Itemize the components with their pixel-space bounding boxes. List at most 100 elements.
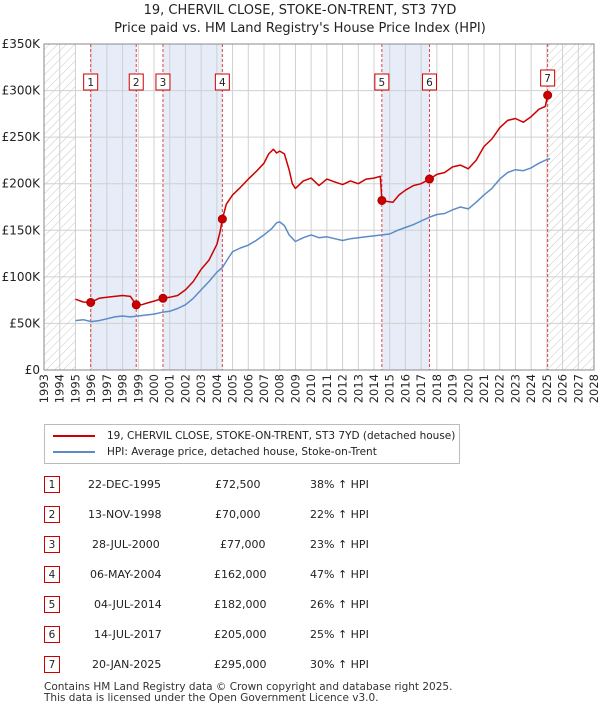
sale-marker: 7 bbox=[540, 69, 556, 87]
x-tick-label: 2019 bbox=[446, 374, 460, 403]
x-tick-label: 2010 bbox=[304, 374, 318, 403]
price-chart: 1 2 3 4 5 6 7 £0 £50K £100K £150K £200K £250K £300K £… bbox=[2, 37, 600, 403]
sale-marker-box bbox=[83, 73, 99, 91]
sale-marker: 6 bbox=[421, 73, 437, 91]
sale-date: 04-JUL-2014 bbox=[94, 598, 162, 611]
legend-label-property: 19, CHERVIL CLOSE, STOKE-ON-TRENT, ST3 7… bbox=[107, 430, 456, 442]
shaded-period bbox=[162, 44, 223, 370]
sale-hpi: 38% ↑ HPI bbox=[310, 478, 369, 491]
x-tick-label: 1999 bbox=[131, 374, 145, 403]
sale-number-badge: 1 bbox=[44, 476, 60, 493]
y-tick-label: £200K bbox=[2, 177, 42, 191]
y-tick-label: £150K bbox=[2, 223, 42, 237]
sale-hpi: 47% ↑ HPI bbox=[310, 568, 369, 581]
y-tick-label: £300K bbox=[2, 84, 42, 98]
sale-price: £77,000 bbox=[220, 538, 266, 551]
sale-date: 14-JUL-2017 bbox=[94, 628, 162, 641]
x-tick-label: 1996 bbox=[84, 374, 98, 403]
chart-subtitle: Price paid vs. HM Land Registry's House … bbox=[114, 21, 486, 36]
sale-number-badge: 7 bbox=[44, 656, 60, 673]
x-tick-label: 2000 bbox=[147, 374, 161, 403]
x-tick-label: 2024 bbox=[524, 374, 538, 403]
sale-date: 20-JAN-2025 bbox=[92, 658, 162, 671]
sale-point bbox=[158, 293, 168, 303]
sale-marker-box bbox=[540, 69, 556, 87]
sale-hpi: 30% ↑ HPI bbox=[310, 658, 369, 671]
sale-hpi: 23% ↑ HPI bbox=[310, 538, 369, 551]
hatched-region bbox=[547, 44, 594, 370]
sale-marker: 3 bbox=[155, 73, 171, 91]
x-tick-label: 2022 bbox=[493, 374, 507, 403]
sale-price: £72,500 bbox=[215, 478, 261, 491]
sale-number-badge: 6 bbox=[44, 626, 60, 643]
sale-point bbox=[377, 195, 387, 205]
sale-date: 13-NOV-1998 bbox=[88, 508, 162, 521]
x-tick-label: 2014 bbox=[367, 374, 381, 403]
sale-hpi: 25% ↑ HPI bbox=[310, 628, 369, 641]
y-tick-label: £0 bbox=[25, 363, 40, 377]
sale-price: £205,000 bbox=[214, 628, 267, 641]
series-line-hpi bbox=[75, 157, 551, 323]
sale-marker-label: 3 bbox=[160, 77, 167, 89]
table-row: 3 28-JUL-2000 £77,000 23% ↑ HPI bbox=[40, 530, 460, 560]
sale-marker: 2 bbox=[128, 73, 144, 91]
sale-marker-box bbox=[421, 73, 437, 91]
x-tick-label: 2023 bbox=[508, 374, 522, 403]
x-tick-label: 1994 bbox=[53, 374, 67, 403]
sale-marker-box bbox=[155, 73, 171, 91]
sale-marker-box bbox=[374, 73, 390, 91]
sale-marker-box bbox=[214, 73, 230, 91]
sale-hpi: 22% ↑ HPI bbox=[310, 508, 369, 521]
sale-point bbox=[86, 297, 96, 307]
table-row: 4 06-MAY-2004 £162,000 47% ↑ HPI bbox=[40, 560, 460, 590]
x-tick-label: 2003 bbox=[194, 374, 208, 403]
footer-line-licence: This data is licensed under the Open Gov… bbox=[44, 692, 379, 704]
x-tick-label: 2015 bbox=[383, 374, 397, 403]
sale-number-badge: 5 bbox=[44, 596, 60, 613]
y-tick-label: £100K bbox=[2, 270, 42, 284]
sale-marker: 4 bbox=[214, 73, 230, 91]
x-tick-label: 2020 bbox=[461, 374, 475, 403]
x-tick-label: 2021 bbox=[477, 374, 491, 403]
sale-price: £295,000 bbox=[214, 658, 267, 671]
sale-marker-label: 4 bbox=[219, 77, 226, 89]
sale-marker-box bbox=[128, 73, 144, 91]
x-tick-label: 2006 bbox=[241, 374, 255, 403]
y-tick-label: £50K bbox=[9, 316, 41, 330]
x-tick-label: 2012 bbox=[336, 374, 350, 403]
sale-marker: 5 bbox=[374, 73, 390, 91]
x-tick-label: 2001 bbox=[163, 374, 177, 403]
table-row: 6 14-JUL-2017 £205,000 25% ↑ HPI bbox=[40, 620, 460, 650]
footer-attribution: Contains HM Land Registry data © Crown c… bbox=[44, 682, 452, 704]
x-tick-label: 2002 bbox=[178, 374, 192, 403]
sale-point bbox=[131, 300, 141, 310]
x-tick-label: 2005 bbox=[226, 374, 240, 403]
sale-marker-label: 5 bbox=[379, 77, 386, 89]
x-tick-label: 2017 bbox=[414, 374, 428, 403]
x-tick-label: 2009 bbox=[288, 374, 302, 403]
x-tick-label: 1995 bbox=[68, 374, 82, 403]
shaded-period bbox=[90, 44, 137, 370]
sale-hpi: 26% ↑ HPI bbox=[310, 598, 369, 611]
sale-price: £182,000 bbox=[214, 598, 267, 611]
sale-point bbox=[217, 214, 227, 224]
legend-item-property: 19, CHERVIL CLOSE, STOKE-ON-TRENT, ST3 7… bbox=[53, 428, 455, 444]
table-row: 2 13-NOV-1998 £70,000 22% ↑ HPI bbox=[40, 500, 460, 530]
x-tick-label: 2004 bbox=[210, 374, 224, 403]
sale-number-badge: 2 bbox=[44, 506, 60, 523]
plot-frame bbox=[43, 43, 595, 371]
sale-marker: 1 bbox=[83, 73, 99, 91]
table-row: 1 22-DEC-1995 £72,500 38% ↑ HPI bbox=[40, 470, 460, 500]
x-tick-label: 2027 bbox=[571, 374, 585, 403]
chart-title: 19, CHERVIL CLOSE, STOKE-ON-TRENT, ST3 7… bbox=[143, 3, 457, 18]
sale-marker-label: 7 bbox=[544, 73, 551, 85]
sale-number-badge: 3 bbox=[44, 536, 60, 553]
table-row: 7 20-JAN-2025 £295,000 30% ↑ HPI bbox=[40, 650, 460, 680]
sales-table: 1 22-DEC-1995 £72,500 38% ↑ HPI 2 13-NOV… bbox=[40, 470, 460, 680]
y-tick-label: £250K bbox=[2, 130, 42, 144]
x-tick-label: 1998 bbox=[116, 374, 130, 403]
x-tick-label: 2016 bbox=[398, 374, 412, 403]
sale-marker-label: 2 bbox=[133, 77, 140, 89]
sale-date: 06-MAY-2004 bbox=[90, 568, 162, 581]
x-tick-label: 2028 bbox=[587, 374, 600, 403]
